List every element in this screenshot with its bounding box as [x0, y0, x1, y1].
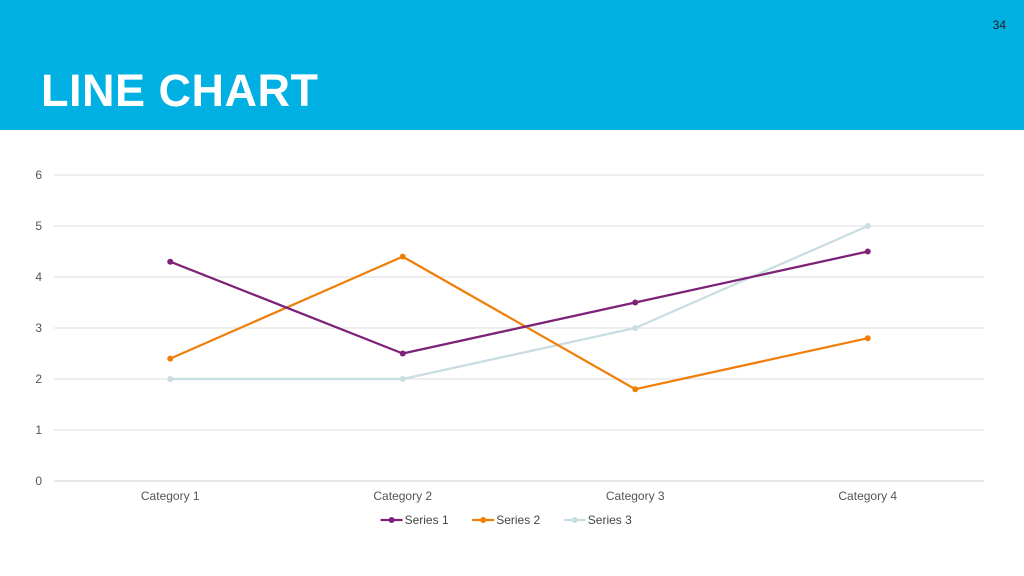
series-1-point	[864, 248, 871, 255]
slide-title: LINE CHART	[41, 65, 319, 116]
header-band	[0, 0, 1024, 130]
series-3-point	[632, 325, 639, 331]
y-tick-label: 4	[35, 270, 42, 284]
series-1-point	[399, 350, 406, 357]
x-tick-label: Category 1	[141, 489, 200, 503]
y-tick-label: 1	[35, 423, 42, 437]
legend-swatch-marker	[480, 517, 487, 523]
x-tick-label: Category 3	[606, 489, 665, 503]
series-3-point	[864, 223, 871, 229]
legend-label: Series 1	[405, 513, 449, 527]
y-tick-label: 2	[35, 372, 42, 386]
series-2-point	[864, 335, 871, 342]
series-2-point	[632, 386, 639, 393]
y-tick-label: 0	[35, 474, 42, 488]
legend-label: Series 2	[496, 513, 540, 527]
y-tick-label: 5	[35, 219, 42, 233]
series-3-point	[167, 376, 174, 382]
legend-label: Series 3	[588, 513, 632, 527]
y-tick-label: 3	[35, 321, 42, 335]
x-tick-label: Category 4	[838, 489, 897, 503]
series-line-1	[169, 250, 869, 355]
series-2-point	[167, 355, 174, 362]
series-1-point	[167, 258, 174, 265]
series-3-point	[399, 376, 406, 382]
series-2-point	[399, 253, 406, 260]
x-tick-label: Category 2	[373, 489, 432, 503]
series-line-2	[169, 255, 869, 391]
slide-number: 34	[992, 18, 1006, 32]
y-tick-label: 6	[35, 168, 42, 182]
legend-swatch-marker	[388, 517, 395, 523]
series-1-point	[632, 299, 639, 306]
legend-swatch-marker	[571, 517, 578, 523]
